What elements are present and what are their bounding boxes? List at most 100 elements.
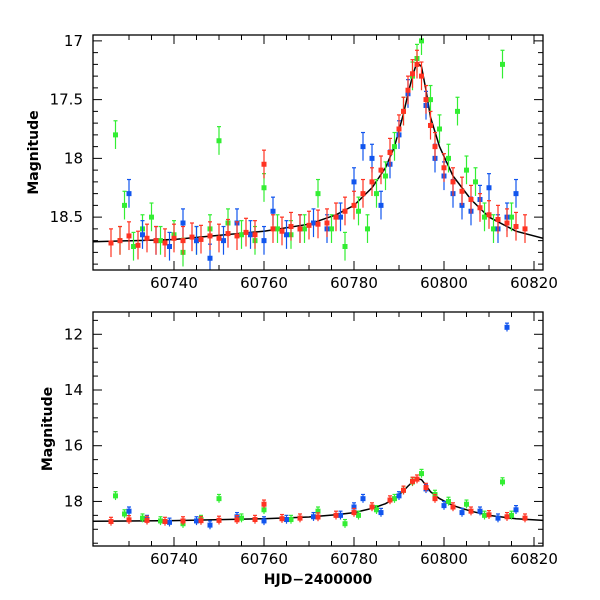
data-point-red (450, 504, 456, 510)
data-point-red (315, 514, 321, 520)
data-point-green (482, 512, 487, 518)
data-point-red (234, 517, 240, 523)
data-point-red (351, 510, 357, 516)
data-point-blue (495, 515, 501, 521)
data-point-green (122, 511, 127, 517)
data-point-blue (459, 510, 465, 516)
data-point-red (414, 476, 420, 482)
data-point-red (432, 144, 438, 150)
data-point-red (333, 512, 339, 518)
data-point-blue (378, 202, 384, 208)
data-point-red (288, 224, 294, 230)
data-point-red (351, 202, 357, 208)
series-blue (126, 79, 519, 270)
data-point-blue (360, 496, 366, 502)
data-point-green (455, 108, 460, 114)
data-point-red (135, 242, 141, 248)
data-point-green (140, 515, 145, 521)
data-point-green (446, 155, 451, 161)
x-tick-label: 60820 (510, 274, 558, 292)
data-point-red (432, 496, 438, 502)
data-point-red (342, 208, 348, 214)
data-point-red (297, 226, 303, 232)
x-tick-label: 60740 (150, 550, 198, 568)
data-point-red (225, 231, 231, 237)
data-point-green (383, 173, 388, 179)
data-point-red (423, 97, 429, 103)
data-point-blue (441, 503, 447, 509)
data-point-green (216, 138, 222, 144)
data-point-red (378, 167, 384, 173)
data-point-red (126, 517, 132, 523)
data-point-green (392, 144, 397, 150)
data-point-blue (180, 220, 186, 226)
x-tick-label: 60760 (240, 550, 288, 568)
data-point-red (369, 504, 375, 510)
data-point-red (495, 216, 501, 222)
x-tick-label: 60780 (330, 550, 378, 568)
data-point-green (473, 179, 478, 185)
data-point-red (423, 485, 429, 490)
data-point-blue (140, 232, 145, 238)
data-point-blue (311, 514, 316, 520)
data-point-red (468, 197, 474, 202)
data-point-red (369, 179, 375, 185)
data-point-green (239, 232, 244, 238)
data-point-blue (378, 510, 384, 516)
data-point-red (144, 235, 150, 241)
data-point-green (446, 498, 451, 504)
data-point-green (464, 501, 469, 507)
y-tick-label: 17 (64, 32, 83, 50)
data-point-green (113, 493, 118, 499)
data-point-green (315, 508, 321, 514)
data-point-red (324, 220, 330, 226)
data-point-red (207, 233, 213, 239)
data-point-green (374, 191, 379, 197)
data-point-blue (513, 507, 519, 513)
data-point-green (342, 244, 348, 249)
data-point-green (342, 521, 348, 527)
data-point-red (270, 226, 276, 232)
data-point-red (387, 497, 393, 503)
data-point-red (401, 487, 406, 493)
bottom-panel: 60740 60760 60780 60800 60820 12 14 16 18 Magnitu… (40, 311, 558, 568)
y-tick-label: 16 (64, 437, 83, 455)
y-tick-label: 17.5 (50, 91, 83, 109)
data-point-green (275, 226, 280, 232)
data-point-blue (194, 238, 199, 244)
data-point-red (410, 71, 415, 77)
data-point-red (477, 205, 483, 211)
data-point-green (113, 132, 118, 138)
data-point-green (419, 471, 424, 477)
data-point-red (171, 235, 177, 241)
data-point-red (387, 150, 393, 155)
x-tick-label: 60740 (150, 274, 198, 292)
data-point-red (486, 212, 492, 218)
data-point-blue (126, 191, 132, 197)
data-point-red (360, 191, 366, 197)
data-point-blue (261, 238, 267, 244)
data-point-red (126, 233, 132, 239)
data-point-red (162, 518, 168, 524)
top-panel: 60740 60760 60780 60800 60820 17 17.5 18 18.5 Mag… (26, 32, 558, 292)
data-point-blue (504, 324, 510, 330)
data-point-green (491, 226, 496, 232)
data-point-green (122, 202, 127, 208)
data-point-green (302, 226, 307, 232)
data-point-green (428, 97, 433, 103)
data-point-blue (284, 232, 289, 238)
data-point-red (297, 515, 303, 521)
data-point-red (243, 229, 249, 235)
data-point-green (261, 185, 267, 191)
data-point-red (459, 188, 465, 194)
x-tick-label: 60820 (510, 550, 558, 568)
data-point-red (410, 478, 415, 484)
data-point-blue (167, 244, 172, 249)
y-axis-label: Magnitude (40, 387, 56, 471)
data-point-blue (261, 518, 267, 524)
data-point-blue (311, 220, 316, 226)
data-point-blue (221, 238, 226, 244)
data-point-green (288, 517, 294, 523)
data-point-red (198, 518, 204, 524)
data-point-red (216, 517, 222, 523)
